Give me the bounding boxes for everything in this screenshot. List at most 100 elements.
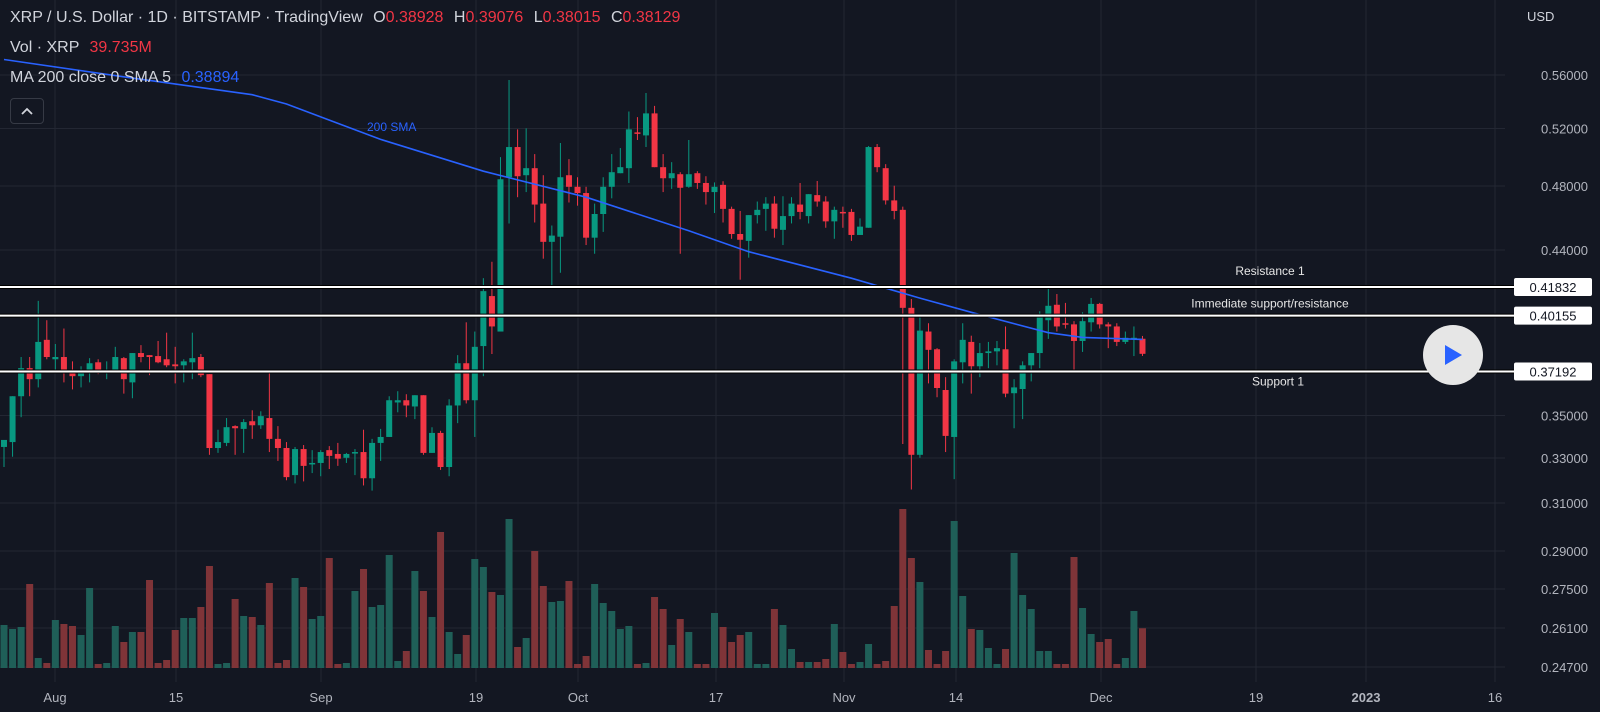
volume-bar xyxy=(291,578,299,668)
level-resistance-1[interactable]: Resistance 1 0.41832 xyxy=(0,264,1592,296)
volume-bar xyxy=(565,581,573,668)
volume-bar xyxy=(146,580,154,668)
candle-body xyxy=(617,167,624,174)
candle-body xyxy=(343,453,350,458)
candle xyxy=(43,320,50,360)
candle xyxy=(446,399,453,477)
volume-bar xyxy=(342,663,350,668)
candle-body xyxy=(283,448,290,478)
candle xyxy=(1002,326,1009,398)
candle xyxy=(112,346,119,374)
candle xyxy=(677,172,684,254)
candle-body xyxy=(993,348,1000,352)
candle-body xyxy=(369,442,376,479)
volume-bar xyxy=(822,659,830,668)
candle-body xyxy=(1071,324,1077,341)
volume-bar xyxy=(1002,649,1010,668)
level-immediate-support-resistance[interactable]: Immediate support/resistance 0.40155 xyxy=(0,297,1592,325)
candle-body xyxy=(523,168,530,176)
candle-body xyxy=(720,184,727,209)
candle xyxy=(625,111,632,183)
volume-bar xyxy=(325,558,333,668)
candle xyxy=(788,197,795,224)
volume-bar xyxy=(1027,609,1035,668)
candle xyxy=(300,445,307,482)
time-axis[interactable]: Aug 15 Sep 19 Oct 17 Nov 14 Dec 19 2023 16 xyxy=(43,690,1502,705)
volume-bar xyxy=(496,595,504,668)
candle-body xyxy=(360,452,367,479)
candle xyxy=(565,159,572,203)
candle-body xyxy=(737,234,744,240)
level-support-1[interactable]: Support 1 0.37192 xyxy=(0,362,1592,389)
candle-body xyxy=(600,186,607,214)
candle xyxy=(882,164,889,205)
candle xyxy=(197,353,204,378)
volume-bar xyxy=(556,601,564,668)
ma-legend[interactable]: MA 200 close 0 SMA 5 0.38894 xyxy=(10,69,239,87)
candle-body xyxy=(677,174,684,188)
volume-bar xyxy=(454,654,462,668)
candle xyxy=(163,332,170,368)
volume-bar xyxy=(274,663,282,668)
candle-body xyxy=(805,194,812,217)
candle xyxy=(471,331,478,437)
candle-body xyxy=(1088,303,1095,323)
price-tick-label: 0.24700 xyxy=(1541,660,1588,675)
volume-bar xyxy=(86,588,94,668)
play-icon xyxy=(1445,345,1462,365)
candle xyxy=(959,323,966,384)
candle xyxy=(240,419,247,453)
volume-bar xyxy=(188,618,196,668)
candle xyxy=(249,410,256,439)
volume-legend[interactable]: Vol · XRP 39.735M xyxy=(10,39,152,57)
volume-bar xyxy=(26,584,34,668)
volume-bar xyxy=(479,567,487,668)
candle-body xyxy=(351,452,358,454)
candle-body xyxy=(643,113,649,136)
candle xyxy=(155,340,162,364)
volume-bar xyxy=(942,651,950,668)
candle xyxy=(916,316,923,458)
candle-body xyxy=(1079,321,1086,341)
volume-bar xyxy=(1096,642,1104,668)
candle xyxy=(737,210,744,280)
candle-body xyxy=(78,372,85,377)
candle-body xyxy=(891,200,898,211)
candle-body xyxy=(771,203,778,229)
volume-bar xyxy=(0,625,8,668)
volume-bar xyxy=(120,642,128,668)
candle-body xyxy=(18,368,25,397)
support-resistance-levels[interactable]: Resistance 1 0.41832 Immediate support/res… xyxy=(0,264,1592,389)
volume-bar xyxy=(257,625,265,668)
candle xyxy=(1045,286,1052,339)
candle-body xyxy=(429,432,435,453)
candle xyxy=(831,206,838,239)
volume-bar xyxy=(308,619,316,668)
time-tick-label: 19 xyxy=(1249,690,1263,705)
collapse-legend-button[interactable] xyxy=(10,98,44,124)
candle-body xyxy=(1062,323,1069,325)
candle xyxy=(26,357,33,397)
candle-body xyxy=(446,405,453,467)
candle-body xyxy=(839,211,846,214)
candle-body xyxy=(565,175,572,187)
time-tick-label: Dec xyxy=(1089,690,1113,705)
high-value: 0.39076 xyxy=(465,9,524,26)
time-tick-label: Aug xyxy=(43,690,66,705)
volume-bar xyxy=(1036,651,1044,668)
volume-bar xyxy=(240,616,248,668)
candle xyxy=(429,427,435,453)
play-button[interactable] xyxy=(1423,325,1483,385)
candles xyxy=(1,79,1146,491)
price-tick-label: 0.35000 xyxy=(1541,409,1588,424)
candle-body xyxy=(788,203,795,217)
candle-body xyxy=(660,167,667,179)
volume-bar xyxy=(43,663,51,668)
candle xyxy=(822,196,829,228)
level-label: Immediate support/resistance xyxy=(1191,297,1349,311)
volume-bar xyxy=(1087,634,1095,668)
volume-bar xyxy=(830,624,838,668)
price-axis[interactable]: 0.56000 0.52000 0.48000 0.44000 0.35000 0.330… xyxy=(1541,68,1588,675)
candle-body xyxy=(454,363,461,406)
